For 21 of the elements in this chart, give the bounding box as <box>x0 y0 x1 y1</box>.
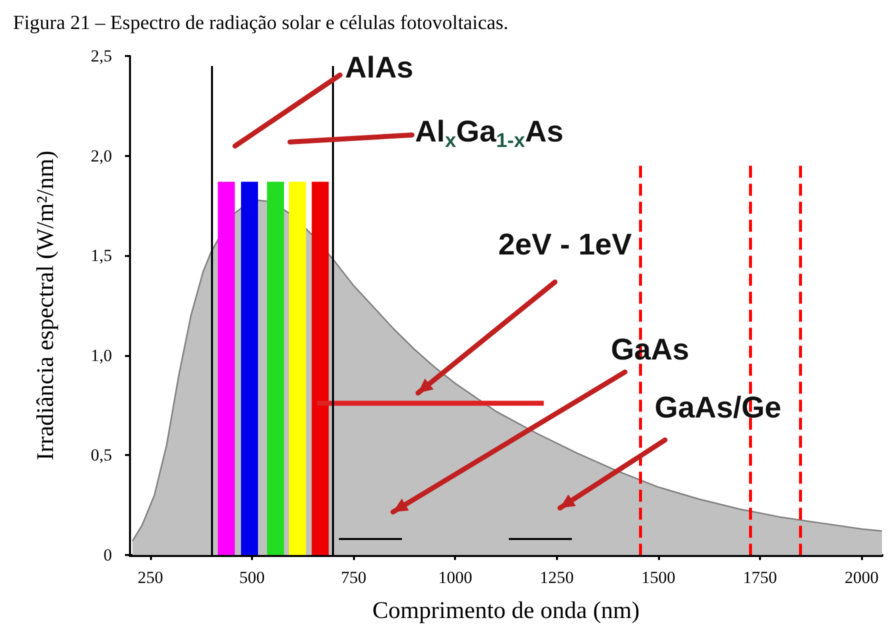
x-tick-label: 750 <box>340 568 366 587</box>
y-tick-label: 1,5 <box>90 246 112 266</box>
annotation: AlAs <box>345 52 414 84</box>
y-tick-label: 1,0 <box>90 346 112 365</box>
annotation: GaAs <box>610 334 690 366</box>
chart-title: Figura 21 – Espectro de radiação solar e células fotovoltaicas. <box>13 12 508 34</box>
x-tick-label: 250 <box>138 568 164 587</box>
x-tick-label: 500 <box>239 568 265 587</box>
annotation: GaAs/Ge <box>654 392 782 424</box>
y-tick-label: 2,0 <box>90 146 112 166</box>
y-axis-title: Irradiância espectral (W/m²/nm) <box>33 150 59 460</box>
y-tick-label: 0 <box>104 546 112 564</box>
x-tick-label: 1500 <box>641 568 676 587</box>
y-tick-label: 2,5 <box>90 46 112 66</box>
x-axis-title: Comprimento de onda (nm) <box>372 598 640 624</box>
x-tick-label: 1750 <box>743 568 778 587</box>
x-tick-label: 2000 <box>844 568 879 587</box>
x-tick-label: 1000 <box>438 568 472 587</box>
y-tick-label: 0,5 <box>90 446 112 465</box>
x-tick-label: 1250 <box>540 568 574 587</box>
annotation: 2eV - 1eV <box>498 228 632 262</box>
